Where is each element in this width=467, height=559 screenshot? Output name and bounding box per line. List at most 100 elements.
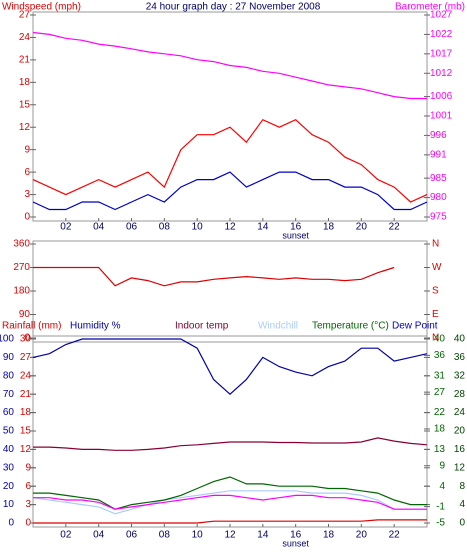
legend-label: Rainfall (mm)	[2, 321, 61, 332]
y-tick-label: 36	[434, 350, 446, 361]
y-tick-label: 6	[24, 167, 30, 178]
y-tick-label: 18	[20, 407, 32, 418]
y-tick-label: 24	[454, 407, 466, 418]
windspeed-label: Windspeed (mph)	[2, 2, 81, 13]
y-tick-label: 21	[19, 55, 31, 66]
series-line	[33, 266, 395, 287]
y-tick-label: 8	[459, 481, 465, 492]
y-tick-label: 80	[3, 370, 15, 381]
x-tick-label: 12	[224, 530, 236, 541]
y-tick-label: 985	[430, 173, 447, 184]
x-tick-label: 12	[224, 222, 236, 233]
y-tick-label: 270	[13, 262, 30, 273]
y-tick-label: 20	[454, 426, 466, 437]
y-tick-label: 90	[3, 352, 15, 363]
y-tick-label: 1017	[430, 48, 453, 59]
y-tick-label: 0	[24, 333, 30, 344]
x-tick-label: 04	[93, 530, 105, 541]
series-line	[33, 437, 428, 451]
series-line	[32, 171, 428, 211]
x-tick-label: 10	[192, 222, 204, 233]
series-line	[32, 118, 428, 203]
y-tick-label: 16	[454, 444, 466, 455]
x-tick-label: 06	[126, 530, 138, 541]
x-tick-label: 20	[356, 530, 368, 541]
x-tick-label: 02	[60, 530, 72, 541]
chart-title: 24 hour graph day : 27 November 2008	[146, 2, 321, 13]
y-tick-label: 30	[3, 462, 15, 473]
y-tick-label: 1006	[430, 91, 453, 102]
y-tick-label: 30	[20, 334, 32, 345]
series-line	[33, 519, 427, 524]
x-tick-label: 04	[93, 222, 105, 233]
x-tick-label: 20	[356, 222, 368, 233]
y-tick-label: 50	[3, 426, 15, 437]
legend-label: Indoor temp	[175, 321, 229, 332]
y-tick-label: W	[432, 262, 442, 273]
x-tick-label: 22	[389, 530, 401, 541]
y-tick-label: 27	[434, 387, 446, 398]
legend-label: Dew Point	[392, 321, 438, 332]
y-tick-label: 40	[434, 334, 446, 345]
y-tick-label: S	[432, 286, 439, 297]
y-tick-label: 3	[24, 189, 30, 200]
legend-label: Windchill	[258, 321, 298, 332]
y-tick-label: 18	[19, 77, 31, 88]
x-tick-label: 06	[126, 222, 138, 233]
x-tick-label: 14	[257, 530, 269, 541]
y-tick-label: 28	[454, 389, 466, 400]
y-tick-label: 22	[434, 407, 446, 418]
y-tick-label: 13	[434, 444, 446, 455]
x-tick-label: 22	[389, 222, 401, 233]
y-tick-label: 60	[3, 407, 15, 418]
x-tick-label: 16	[290, 530, 302, 541]
y-tick-label: 4	[439, 481, 445, 492]
y-tick-label: 27	[20, 352, 32, 363]
y-tick-label: 24	[20, 370, 32, 381]
y-tick-label: 32	[454, 370, 466, 381]
y-tick-label: 12	[19, 122, 31, 133]
barometer-label: Barometer (mb)	[395, 2, 465, 13]
y-tick-label: 0	[459, 518, 465, 529]
y-tick-label: 9	[25, 462, 31, 473]
y-tick-label: 100	[0, 334, 14, 345]
y-tick-label: 24	[19, 32, 31, 43]
y-tick-label: 1022	[430, 29, 453, 40]
y-tick-label: 996	[430, 130, 447, 141]
y-tick-label: E	[432, 309, 439, 320]
y-tick-label: 70	[3, 389, 15, 400]
y-tick-label: 975	[430, 212, 447, 223]
y-tick-label: 12	[454, 462, 466, 473]
y-tick-label: 360	[13, 239, 30, 250]
legend-label: Humidity %	[70, 321, 121, 332]
y-tick-label: -5	[436, 518, 445, 529]
series-line	[33, 476, 427, 510]
legend-label: Temperature (°C)	[312, 321, 389, 332]
series-line	[32, 31, 427, 100]
x-tick-label: 18	[323, 222, 335, 233]
y-tick-label: 9	[24, 144, 30, 155]
y-tick-label: 15	[20, 426, 32, 437]
x-tick-label: 10	[192, 530, 204, 541]
sunset-label: sunset	[282, 538, 309, 548]
y-tick-label: 20	[3, 481, 15, 492]
sunset-label: sunset	[282, 230, 309, 240]
x-tick-label: 16	[290, 222, 302, 233]
x-tick-label: 18	[323, 530, 335, 541]
y-tick-label: 0	[25, 518, 31, 529]
y-tick-label: 3	[25, 499, 31, 510]
y-tick-label: 15	[19, 99, 31, 110]
y-tick-label: 10	[3, 499, 15, 510]
y-tick-label: 1001	[430, 111, 453, 122]
y-tick-label: 991	[430, 149, 447, 160]
x-tick-label: 02	[60, 222, 72, 233]
y-tick-label: 6	[25, 481, 31, 492]
y-tick-label: 12	[20, 444, 32, 455]
y-tick-label: 1012	[430, 68, 453, 79]
y-tick-label: 4	[459, 499, 465, 510]
y-tick-label: -1	[436, 501, 445, 512]
y-tick-label: 980	[430, 192, 447, 203]
y-tick-label: 36	[454, 352, 466, 363]
y-tick-label: 31	[434, 370, 446, 381]
